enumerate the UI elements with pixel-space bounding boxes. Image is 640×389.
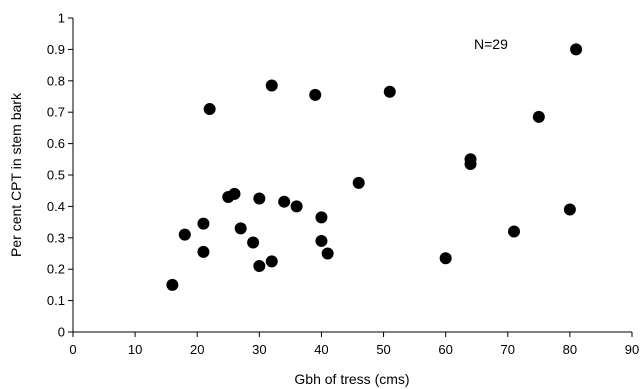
y-tick-label: 0.4 [47,199,65,214]
data-point [439,252,452,265]
data-point [253,260,266,273]
data-point [315,234,328,247]
data-point [570,43,583,56]
y-tick-label: 0.5 [47,168,65,183]
y-ticks: 0 0.1 0.2 0.3 0.4 0.5 0.6 0.7 0.8 0.9 1 [47,11,73,340]
data-point [247,236,260,249]
data-point [228,187,241,200]
axes [72,18,632,333]
data-points [166,43,583,291]
x-tick-label: 70 [501,342,515,357]
x-axis-title: Gbh of tress (cms) [294,371,409,387]
data-point [166,278,179,291]
data-point [290,200,303,213]
data-point [253,192,266,205]
sample-size-annotation: N=29 [474,36,508,52]
y-axis-title: Per cent CPT in stem bark [8,92,24,257]
x-ticks: 0 10 20 30 40 50 60 70 80 90 [69,332,639,357]
data-point [197,245,210,258]
x-tick-label: 90 [625,342,639,357]
y-tick-label: 0.6 [47,136,65,151]
data-point [464,158,477,171]
y-tick-label: 0.3 [47,230,65,245]
data-point [203,103,216,116]
y-tick-label: 0.1 [47,293,65,308]
data-point [265,79,278,92]
data-point [178,228,191,241]
data-point [352,176,365,189]
data-point [507,225,520,238]
x-tick-label: 80 [563,342,577,357]
x-tick-label: 60 [438,342,452,357]
data-point [321,247,334,260]
x-tick-label: 30 [252,342,266,357]
data-point [234,222,247,235]
data-point [315,211,328,224]
data-point [309,88,322,101]
x-tick-label: 10 [128,342,142,357]
data-point [197,217,210,230]
y-tick-label: 1 [58,11,65,26]
y-tick-label: 0.9 [47,42,65,57]
x-tick-label: 50 [376,342,390,357]
data-point [532,110,545,123]
y-tick-label: 0.7 [47,105,65,120]
data-point [265,255,278,268]
data-point [383,85,396,98]
x-tick-label: 0 [69,342,76,357]
data-point [278,195,291,208]
y-tick-label: 0.2 [47,262,65,277]
y-tick-label: 0.8 [47,73,65,88]
y-tick-label: 0 [58,325,65,340]
data-point [563,203,576,216]
x-tick-label: 20 [190,342,204,357]
x-tick-label: 40 [314,342,328,357]
